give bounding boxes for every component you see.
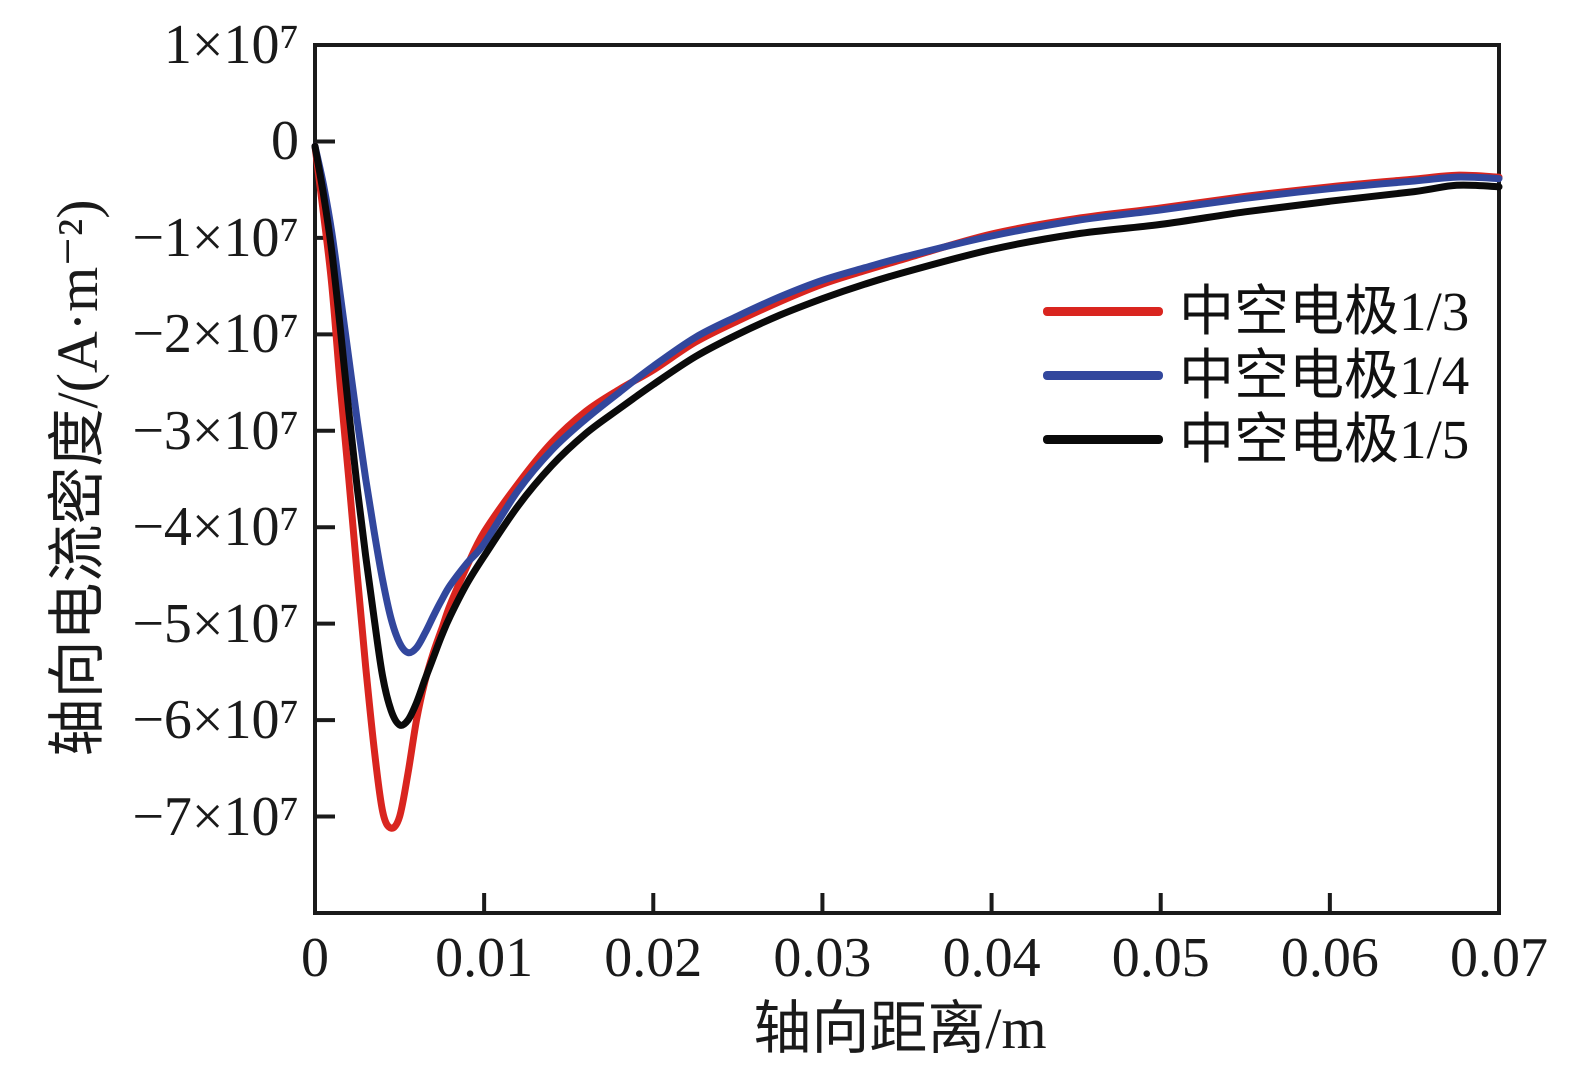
- legend-line-swatch: [1043, 306, 1163, 316]
- series-line-1: [311, 142, 1503, 657]
- x-tick-label: 0.01: [435, 927, 534, 989]
- legend-item: 中空电极1/4: [1043, 343, 1469, 407]
- y-tick-label: −7×10⁷: [132, 785, 299, 848]
- series-line-0: [311, 142, 1503, 832]
- x-axis-title: 轴向距离/m: [753, 996, 1047, 1061]
- legend-line-swatch: [1043, 370, 1163, 380]
- x-tick-label: 0.05: [1111, 927, 1210, 989]
- x-tick-label: 0.07: [1450, 927, 1548, 989]
- y-tick-label: −6×10⁷: [132, 689, 299, 752]
- legend-label: 中空电极1/5: [1179, 408, 1470, 470]
- x-tick-label: 0.02: [604, 927, 703, 989]
- y-tick-label: 0: [271, 110, 299, 173]
- legend-item: 中空电极1/3: [1043, 279, 1469, 343]
- series-line-2: [311, 142, 1503, 729]
- y-tick-label: −5×10⁷: [132, 592, 299, 655]
- x-tick-label: 0: [301, 927, 329, 989]
- y-tick-label: −1×10⁷: [132, 206, 299, 269]
- legend-line-swatch: [1043, 434, 1163, 444]
- x-tick-label: 0.03: [773, 927, 872, 989]
- plot-frame: [313, 43, 1501, 915]
- y-tick-label: −3×10⁷: [132, 399, 299, 462]
- y-axis-title: 轴向电流密度/(A·m⁻²): [45, 199, 110, 757]
- legend-item: 中空电极1/5: [1043, 407, 1469, 471]
- y-tick-label: 1×10⁷: [163, 14, 299, 76]
- legend-label: 中空电极1/3: [1179, 280, 1470, 342]
- x-tick-label: 0.06: [1280, 927, 1379, 989]
- y-tick-label: −4×10⁷: [132, 496, 299, 559]
- legend-label: 中空电极1/4: [1179, 344, 1470, 406]
- x-tick-label: 0.04: [942, 927, 1041, 989]
- y-tick-label: −2×10⁷: [132, 303, 299, 366]
